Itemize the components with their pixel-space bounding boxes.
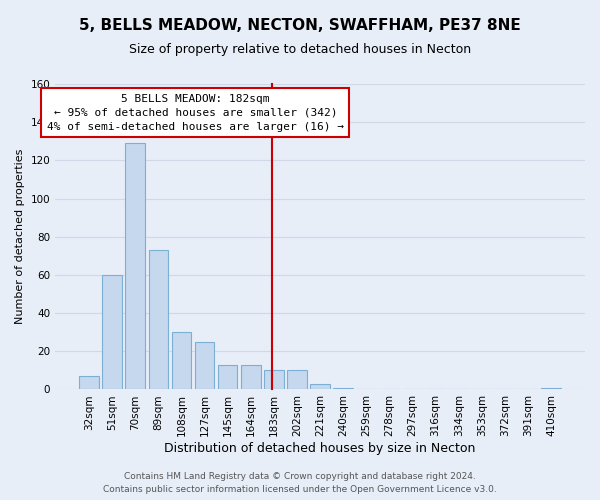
Bar [103, 275, 122, 390]
Text: Size of property relative to detached houses in Necton: Size of property relative to detached ho… [129, 42, 471, 56]
Text: Contains public sector information licensed under the Open Government Licence v3: Contains public sector information licen… [103, 485, 497, 494]
Bar [195, 342, 214, 390]
Bar [125, 143, 145, 390]
Bar [287, 370, 307, 390]
Text: Contains HM Land Registry data © Crown copyright and database right 2024.: Contains HM Land Registry data © Crown c… [124, 472, 476, 481]
Bar [149, 250, 168, 390]
Bar [241, 364, 260, 390]
Bar [79, 376, 99, 390]
Y-axis label: Number of detached properties: Number of detached properties [15, 149, 25, 324]
Bar [218, 364, 238, 390]
X-axis label: Distribution of detached houses by size in Necton: Distribution of detached houses by size … [164, 442, 476, 455]
Text: 5 BELLS MEADOW: 182sqm
← 95% of detached houses are smaller (342)
4% of semi-det: 5 BELLS MEADOW: 182sqm ← 95% of detached… [47, 94, 344, 132]
Bar [541, 388, 561, 390]
Text: 5, BELLS MEADOW, NECTON, SWAFFHAM, PE37 8NE: 5, BELLS MEADOW, NECTON, SWAFFHAM, PE37 … [79, 18, 521, 32]
Bar [172, 332, 191, 390]
Bar [310, 384, 330, 390]
Bar [334, 388, 353, 390]
Bar [264, 370, 284, 390]
